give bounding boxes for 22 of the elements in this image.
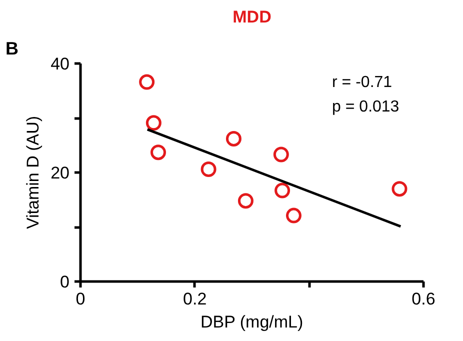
x-axis-title: DBP (mg/mL) [200, 312, 304, 332]
x-tick-label: 0 [76, 290, 86, 308]
text: B [6, 38, 18, 58]
point [146, 115, 162, 131]
point [226, 130, 242, 146]
annotation: p = 0.013 [332, 98, 400, 116]
annotation: r = -0.71 [332, 74, 392, 91]
point [392, 181, 408, 197]
point [286, 208, 302, 224]
x-tick-label: 0.6 [412, 290, 436, 308]
y-tick-label: 20 [50, 164, 70, 182]
y-tick-label: 40 [50, 54, 70, 74]
point [273, 146, 289, 162]
x-tick-label: 0.2 [183, 290, 207, 308]
chart-title: MDD [232, 8, 272, 26]
point [238, 193, 254, 209]
y-axis-title: Vitamin D (AU) [24, 116, 43, 230]
y-tick-label: 0 [60, 272, 70, 292]
point [274, 182, 290, 198]
point [200, 161, 216, 177]
point [150, 144, 166, 160]
point [139, 74, 155, 90]
